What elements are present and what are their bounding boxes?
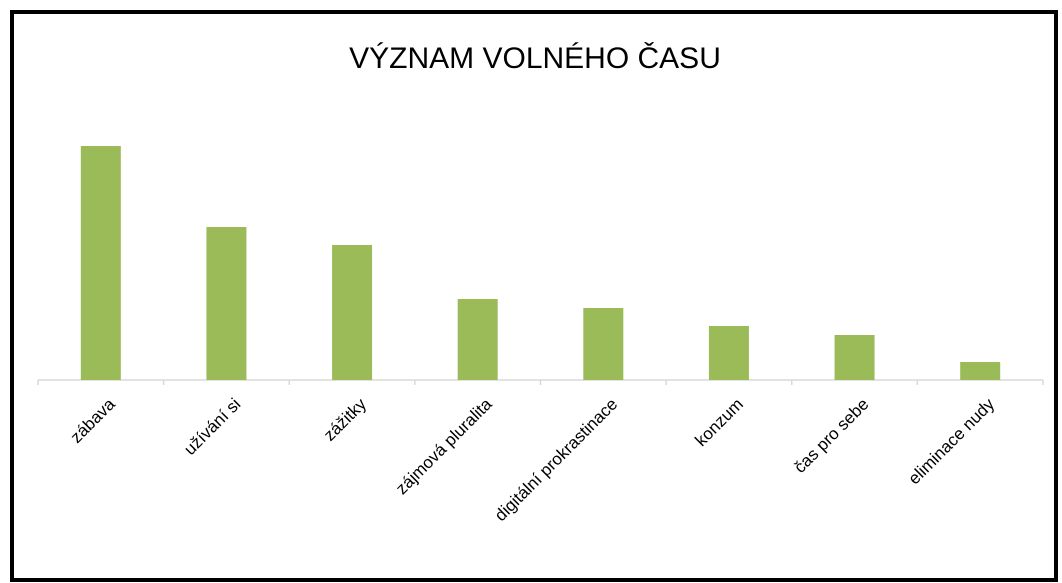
bar <box>457 299 498 380</box>
bar <box>80 146 121 380</box>
bar <box>834 335 875 380</box>
bar <box>206 227 247 380</box>
bar <box>960 362 1001 380</box>
chart-title: VÝZNAM VOLNÉHO ČASU <box>349 41 721 75</box>
chart-frame <box>10 10 1058 582</box>
bar <box>332 245 373 380</box>
bar <box>708 326 749 380</box>
bar <box>583 308 624 380</box>
